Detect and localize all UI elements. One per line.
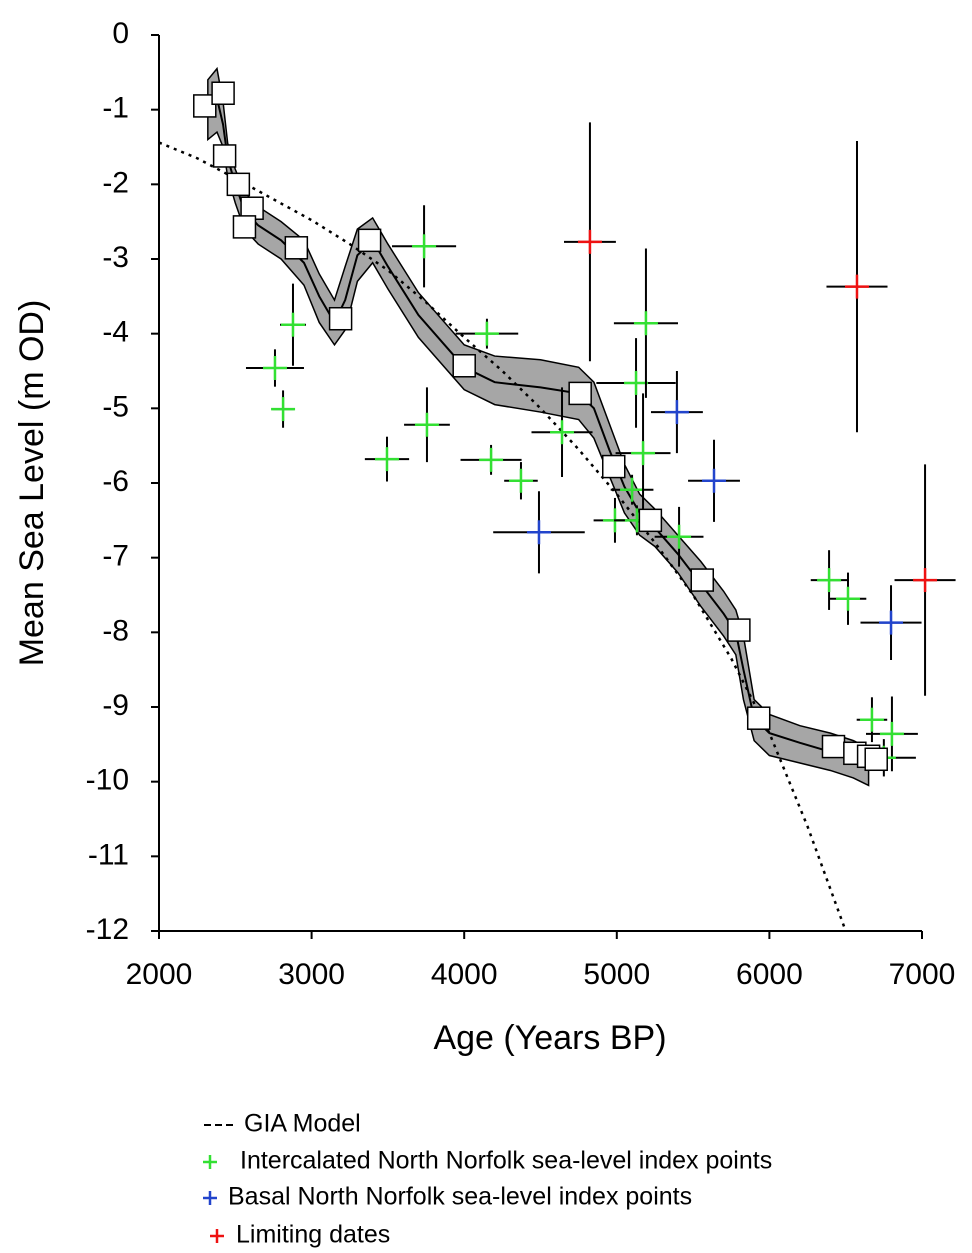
x-tick-label: 5000	[583, 958, 650, 991]
y-axis-title: Mean Sea Level (m OD)	[13, 300, 51, 667]
square-marker	[284, 236, 309, 260]
square-marker	[601, 454, 626, 479]
y-tick-label: -4	[102, 316, 129, 349]
square-marker	[864, 747, 888, 772]
y-tick-label: -12	[86, 913, 129, 946]
x-tick-label: 2000	[126, 958, 193, 991]
y-tick-label: -6	[102, 465, 129, 498]
square-marker	[568, 381, 592, 406]
legend-label: Basal North Norfolk sea-level index poin…	[228, 1183, 692, 1211]
y-tick-label: -5	[102, 390, 129, 423]
square-marker	[232, 215, 257, 239]
y-tick-label: -9	[102, 689, 129, 722]
x-tick-label: 6000	[736, 958, 803, 991]
uncertainty-band	[207, 66, 870, 787]
square-marker	[226, 172, 251, 197]
square-marker	[690, 568, 715, 592]
y-tick-label: -8	[102, 614, 129, 647]
y-tick-label: -10	[86, 764, 129, 797]
square-marker	[727, 618, 751, 642]
square-marker	[821, 734, 846, 759]
legend-label: Limiting dates	[236, 1221, 390, 1249]
square-marker	[211, 81, 235, 105]
y-tick-label: 0	[112, 17, 129, 50]
square-marker	[212, 144, 237, 168]
y-tick-label: -7	[102, 540, 129, 573]
y-tick-label: -11	[88, 838, 129, 871]
square-marker	[193, 94, 217, 118]
x-tick-label: 3000	[278, 958, 345, 991]
x-tick-label: 7000	[889, 958, 956, 991]
legend-label: Intercalated North Norfolk sea-level ind…	[240, 1147, 772, 1175]
y-tick-label: -2	[102, 166, 129, 199]
square-marker	[746, 706, 771, 730]
legend-label: GIA Model	[244, 1110, 361, 1138]
x-tick-label: 4000	[431, 958, 498, 991]
square-marker	[357, 228, 382, 253]
square-marker	[328, 306, 353, 331]
y-tick-label: -3	[102, 241, 129, 274]
gia-model-line	[158, 141, 847, 932]
y-tick-label: -1	[102, 92, 129, 125]
x-axis-title: Age (Years BP)	[433, 1019, 666, 1057]
square-marker	[452, 354, 476, 378]
square-marker	[638, 508, 663, 533]
